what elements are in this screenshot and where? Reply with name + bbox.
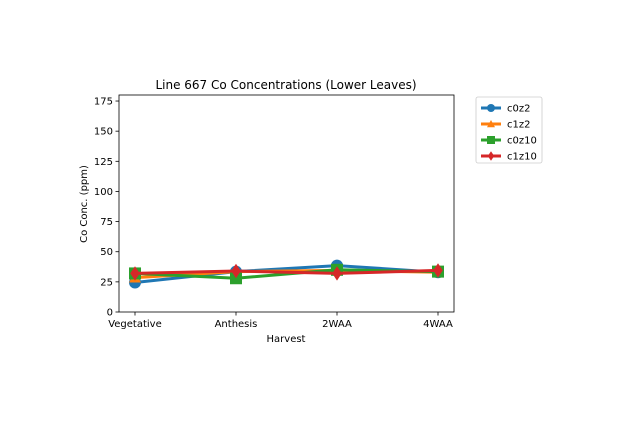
legend-label-c1z2: c1z2 — [507, 120, 530, 131]
data-point-c1z10 — [231, 263, 241, 279]
y-axis-label: Co Conc. (ppm) — [79, 165, 90, 243]
legend-marker-c0z10 — [487, 136, 495, 144]
legend-marker-c1z10 — [487, 151, 495, 161]
x-tick-label: Anthesis — [215, 319, 258, 330]
data-point-c1z10 — [433, 263, 443, 278]
y-tick-label: 0 — [107, 308, 113, 319]
plot-frame — [118, 94, 455, 313]
legend: c0z2 c1z2 c0z10 c1z10 — [475, 96, 543, 164]
legend-marker-c0z2 — [487, 104, 495, 112]
y-tick-label: 50 — [100, 247, 113, 258]
legend-label-c1z10: c1z10 — [507, 152, 537, 163]
data-point-c0z10 — [230, 272, 242, 285]
data-point-c1z10 — [130, 266, 140, 281]
plot-area: 0 25 50 75 100 125 150 175 Vegetative Anthesis 2WA… — [94, 94, 455, 330]
y-tick-label: 75 — [100, 217, 113, 228]
y-tick-label: 150 — [94, 127, 113, 138]
legend-frame — [475, 96, 543, 164]
legend-label-c0z10: c0z10 — [507, 136, 537, 147]
y-tick-label: 25 — [100, 277, 113, 288]
x-tick-label: 2WAA — [322, 319, 352, 330]
series-line-c1z10 — [134, 268, 439, 275]
y-tick-label: 100 — [94, 187, 113, 198]
data-point-c1z10 — [332, 266, 342, 281]
x-axis-label: Harvest — [267, 334, 306, 345]
legend-marker-c1z2 — [487, 120, 495, 128]
x-tick-label: Vegetative — [108, 319, 162, 330]
x-tick-label: 4WAA — [423, 319, 453, 330]
chart-title: Line 667 Co Concentrations (Lower Leaves… — [155, 78, 416, 92]
y-tick-label: 175 — [94, 97, 113, 108]
y-tick-label: 125 — [94, 157, 113, 168]
legend-label-c0z2: c0z2 — [507, 104, 530, 115]
